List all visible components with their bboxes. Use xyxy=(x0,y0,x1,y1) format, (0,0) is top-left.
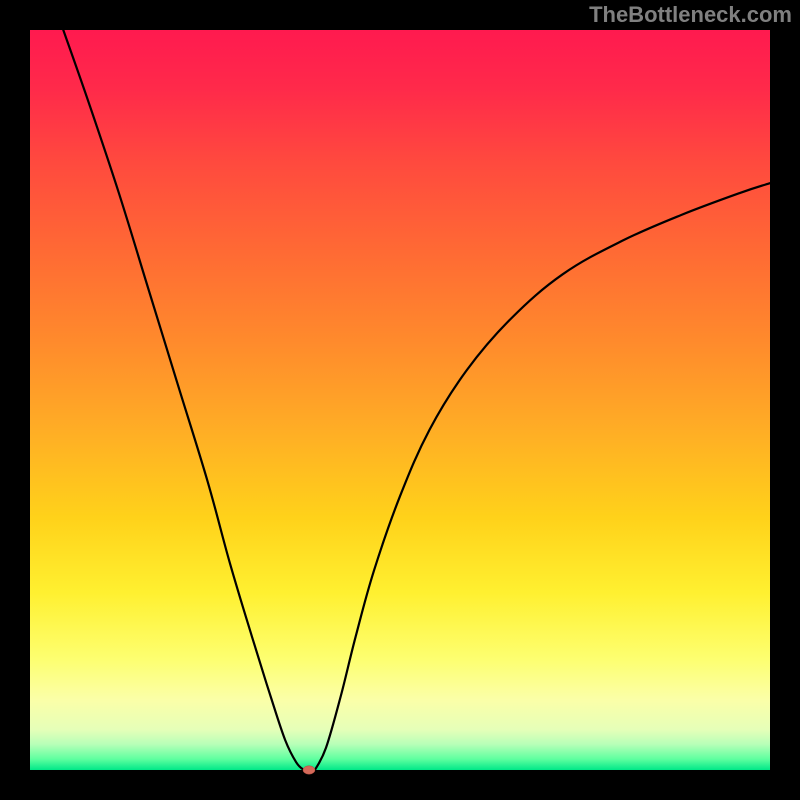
chart-stage: TheBottleneck.com xyxy=(0,0,800,800)
bottleneck-chart-svg xyxy=(0,0,800,800)
optimal-point-marker xyxy=(303,766,315,774)
plot-background xyxy=(30,30,770,770)
plot-layer xyxy=(30,30,770,774)
